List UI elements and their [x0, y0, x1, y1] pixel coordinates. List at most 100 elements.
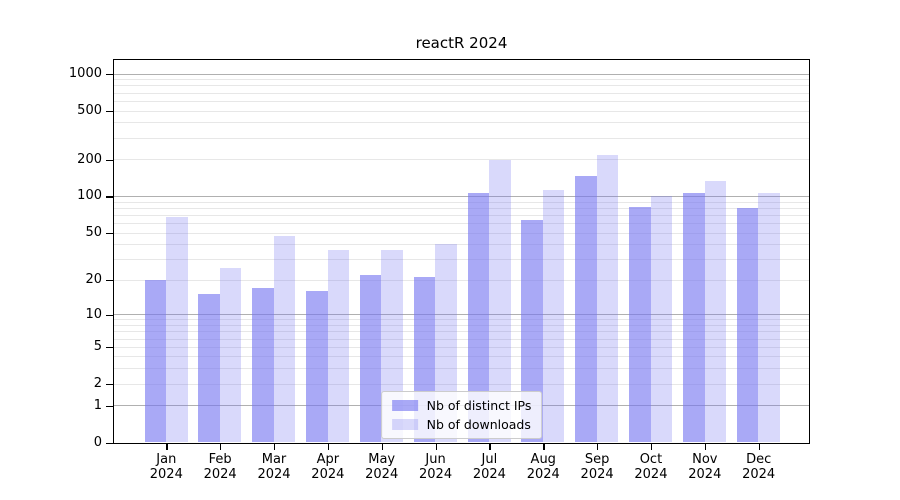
bar-distinct-ips — [359, 275, 382, 443]
gridline-minor — [114, 214, 809, 216]
gridline-minor — [114, 159, 809, 161]
gridline-minor — [114, 279, 809, 281]
gridline-minor — [114, 325, 809, 327]
bar-downloads — [327, 249, 350, 443]
y-tick-label: 500 — [77, 102, 102, 118]
chart-title: reactR 2024 — [415, 34, 508, 52]
x-tick-mark — [220, 444, 222, 450]
gridline-major — [114, 196, 809, 198]
x-tick-mark — [704, 444, 707, 450]
x-tick-label: Feb 2024 — [203, 452, 237, 482]
y-tick-mark — [106, 442, 113, 444]
bar-downloads — [273, 235, 296, 443]
gridline-minor — [114, 259, 809, 261]
gridline-minor — [114, 110, 809, 112]
gridlines-layer — [114, 60, 809, 443]
y-tick-mark — [106, 280, 113, 282]
gridline-minor — [114, 383, 809, 385]
y-tick-label: 1000 — [68, 65, 102, 81]
y-tick-mark — [106, 110, 113, 113]
gridline-minor — [114, 368, 809, 370]
gridline-minor — [114, 207, 809, 209]
bar-distinct-ips — [521, 220, 543, 443]
x-tick-mark — [274, 444, 276, 450]
legend-label-downloads: Nb of downloads — [426, 417, 531, 432]
legend-swatch-downloads — [391, 419, 418, 430]
gridline-minor — [114, 244, 809, 246]
x-tick-mark — [489, 444, 491, 450]
bar-downloads — [758, 192, 780, 443]
gridline-minor — [114, 222, 809, 224]
y-tick-mark — [106, 314, 113, 316]
bar-downloads — [650, 196, 673, 443]
bar-distinct-ips — [198, 294, 220, 443]
x-tick-label: Mar 2024 — [257, 452, 291, 482]
bar-downloads — [542, 190, 565, 443]
gridline-major — [114, 314, 809, 316]
plot-area: Nb of distinct IPs Nb of downloads — [113, 59, 810, 444]
gridline-minor — [114, 100, 809, 102]
gridline-minor — [114, 201, 809, 203]
y-tick-mark — [106, 159, 113, 161]
x-tick-label: Jul 2024 — [472, 452, 506, 482]
gridline-minor — [114, 331, 809, 333]
legend-swatch-distinct-ips — [391, 400, 418, 411]
x-tick-label: Oct 2024 — [634, 452, 668, 482]
x-tick-label: Sep 2024 — [580, 452, 614, 482]
y-tick-mark — [106, 405, 113, 407]
y-tick-label: 1 — [93, 397, 102, 413]
x-tick-label: Nov 2024 — [688, 452, 722, 482]
x-tick-mark — [327, 444, 330, 450]
legend-entry-distinct-ips: Nb of distinct IPs — [391, 398, 532, 413]
legend: Nb of distinct IPs Nb of downloads — [380, 391, 543, 439]
x-tick-label: Jan 2024 — [149, 452, 183, 482]
gridline-minor — [114, 79, 809, 81]
gridline-minor — [114, 356, 809, 358]
bar-distinct-ips — [306, 291, 328, 443]
bar-distinct-ips — [736, 208, 759, 443]
y-tick-label: 5 — [93, 339, 102, 355]
gridline-minor — [114, 92, 809, 94]
gridline-minor — [114, 319, 809, 321]
legend-label-distinct-ips: Nb of distinct IPs — [426, 398, 532, 413]
y-tick-mark — [106, 347, 113, 349]
x-tick-mark — [435, 444, 437, 450]
bar-distinct-ips — [144, 279, 166, 443]
x-tick-mark — [650, 444, 653, 450]
bar-downloads — [704, 181, 726, 443]
x-tick-label: Jun 2024 — [419, 452, 453, 482]
gridline-minor — [114, 232, 809, 234]
x-tick-label: Aug 2024 — [526, 452, 560, 482]
gridline-minor — [114, 122, 809, 124]
bar-downloads — [489, 160, 511, 443]
bar-distinct-ips — [683, 192, 705, 443]
x-tick-label: May 2024 — [365, 452, 399, 482]
y-tick-mark — [106, 384, 113, 386]
bar-distinct-ips — [629, 206, 651, 443]
x-tick-mark — [543, 444, 545, 450]
x-tick-mark — [381, 444, 383, 450]
y-tick-label: 10 — [85, 306, 102, 322]
gridline-minor — [114, 137, 809, 139]
y-tick-label: 20 — [85, 272, 102, 288]
y-tick-mark — [106, 73, 113, 76]
bar-downloads — [166, 217, 188, 443]
y-tick-label: 2 — [93, 376, 102, 392]
x-tick-label: Dec 2024 — [742, 452, 776, 482]
bar-downloads — [219, 268, 242, 443]
gridline-major — [114, 73, 809, 75]
bar-distinct-ips — [575, 175, 597, 443]
y-tick-label: 100 — [77, 188, 102, 204]
legend-entry-downloads: Nb of downloads — [391, 417, 532, 432]
y-tick-label: 50 — [85, 224, 102, 240]
x-tick-mark — [597, 444, 599, 450]
gridline-minor — [114, 346, 809, 348]
bar-downloads — [596, 154, 619, 443]
y-tick-label: 200 — [77, 151, 102, 167]
y-tick-mark — [106, 196, 113, 198]
x-tick-mark — [166, 444, 168, 450]
y-tick-mark — [106, 232, 113, 235]
bar-distinct-ips — [252, 288, 274, 443]
y-tick-label: 0 — [93, 434, 102, 450]
